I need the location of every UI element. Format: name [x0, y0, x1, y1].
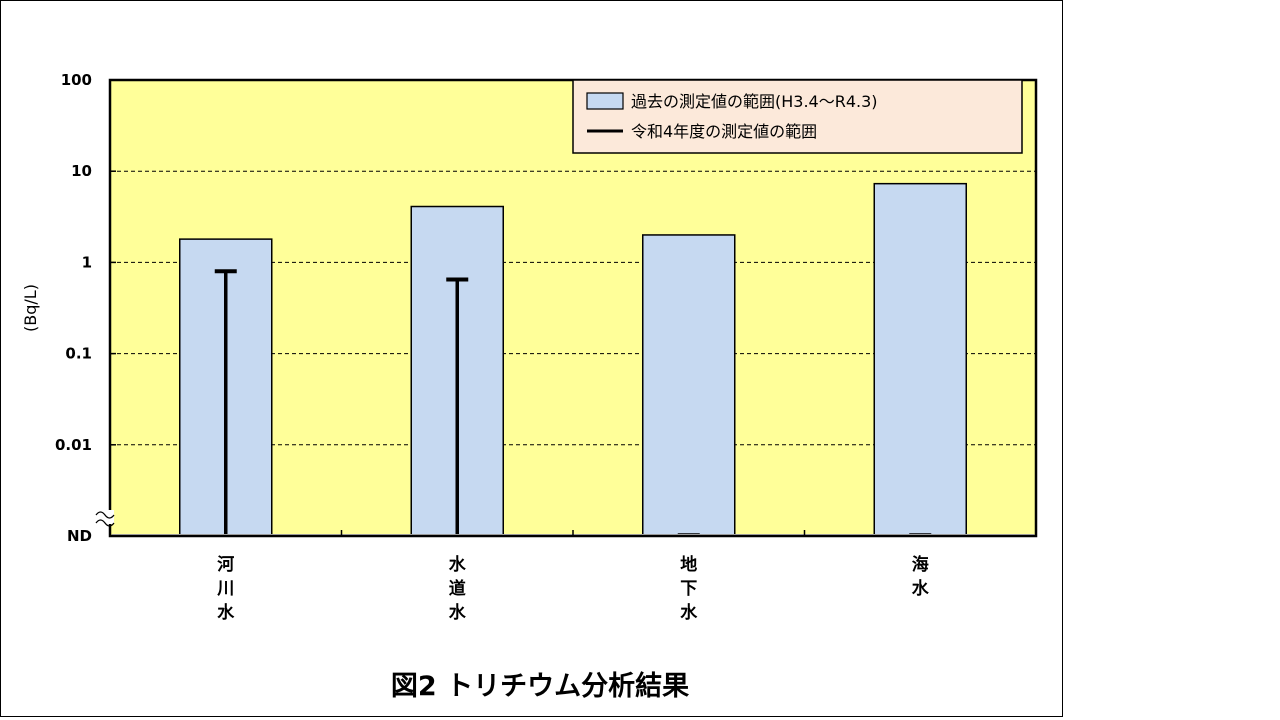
category-label: 水	[449, 602, 467, 623]
category-label: 河	[217, 555, 234, 575]
legend-swatch-bar	[586, 92, 624, 110]
y-tick-label: 0.01	[55, 436, 92, 454]
range-bar	[642, 234, 736, 537]
y-tick-label: 100	[61, 71, 92, 89]
category-label: 水	[449, 554, 467, 575]
y-tick-label: 1	[82, 253, 92, 271]
y-tick-labels: ND 0.01 0.1 1 10 100	[55, 71, 92, 545]
axis-break-mark	[95, 519, 115, 527]
axis-break-mark	[95, 511, 115, 519]
category-label: 川	[216, 579, 234, 599]
y-tick-label: 0.1	[65, 345, 92, 363]
category-label: 下	[680, 579, 697, 599]
category-label: 道	[449, 578, 466, 599]
legend-entry-current-range: 令和4年度の測定値の範囲	[631, 122, 817, 141]
category-label: 地	[680, 554, 697, 575]
legend-box	[572, 79, 1023, 154]
y-tick-label: ND	[67, 527, 92, 545]
legend-entry-past-range: 過去の測定値の範囲(H3.4～R4.3)	[631, 92, 878, 111]
category-label: 水	[912, 578, 930, 599]
category-label: 水	[217, 602, 235, 623]
y-tick-label: 10	[71, 162, 92, 180]
category-label: 水	[680, 602, 698, 623]
legend: 過去の測定値の範囲(H3.4～R4.3) 令和4年度の測定値の範囲	[572, 79, 1023, 154]
range-bar	[873, 182, 967, 537]
category-label: 海	[912, 554, 929, 575]
y-axis-label: (Bq/L)	[21, 284, 40, 332]
figure-caption: 図2 トリチウム分析結果	[391, 670, 689, 702]
